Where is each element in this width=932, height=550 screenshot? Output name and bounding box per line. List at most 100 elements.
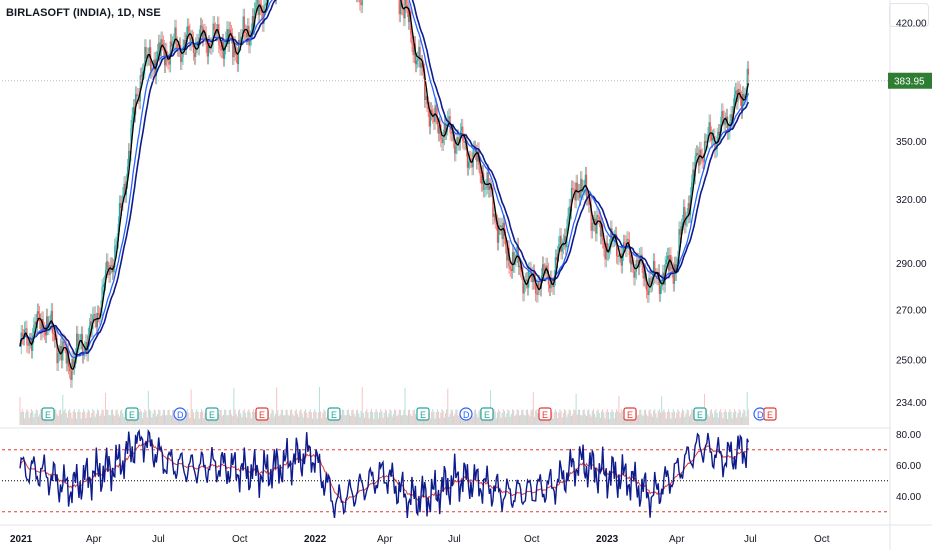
candle-body xyxy=(421,62,423,69)
volume-bar xyxy=(606,409,608,425)
earnings-marker[interactable] xyxy=(538,407,552,421)
candle-body xyxy=(643,271,645,279)
volume-bar xyxy=(143,412,145,425)
volume-bar xyxy=(746,391,748,425)
volume-bar xyxy=(100,414,102,425)
volume-bar xyxy=(414,413,416,425)
volume-bar xyxy=(734,409,736,425)
volume-bar xyxy=(335,416,337,425)
candle-body xyxy=(718,131,721,135)
volume-bar xyxy=(508,410,510,425)
volume-bar xyxy=(123,417,125,425)
volume-bar xyxy=(425,418,427,425)
candle-body xyxy=(426,96,428,105)
candle-body xyxy=(461,126,463,131)
panel-toggle-button[interactable] xyxy=(889,3,929,27)
candle-body xyxy=(499,225,501,227)
candle-body xyxy=(161,39,163,44)
candle-body xyxy=(398,0,400,15)
volume-bar xyxy=(169,414,171,425)
volume-bar xyxy=(592,409,594,425)
candle-body xyxy=(107,261,109,271)
candle-body xyxy=(84,348,86,352)
candle-body xyxy=(435,105,437,116)
volume-bar xyxy=(19,397,21,425)
candle-body xyxy=(481,172,484,184)
volume-bar xyxy=(731,418,733,425)
candle-body xyxy=(462,126,464,141)
event-label: E xyxy=(331,410,337,420)
volume-bar xyxy=(74,412,76,425)
volume-bar xyxy=(683,410,685,425)
volume-bar xyxy=(272,410,274,425)
candle-body xyxy=(559,235,561,245)
volume-bar xyxy=(117,414,119,425)
volume-bar xyxy=(235,414,237,425)
earnings-marker[interactable] xyxy=(205,407,219,421)
candle-body xyxy=(255,3,257,10)
candle-body xyxy=(476,152,478,162)
volume-bar xyxy=(65,413,67,425)
volume-bar xyxy=(443,417,445,425)
candle-body xyxy=(258,3,260,16)
volume-bar xyxy=(577,409,579,425)
candle-body xyxy=(629,255,632,265)
candle-body xyxy=(412,44,414,56)
dividend-marker[interactable] xyxy=(459,407,473,421)
volume-bar xyxy=(572,414,574,425)
candle-body xyxy=(604,248,606,260)
candle-body xyxy=(487,172,489,190)
earnings-marker[interactable] xyxy=(255,407,269,421)
candle-body xyxy=(555,257,558,261)
volume-bar xyxy=(608,412,610,425)
volume-bar xyxy=(536,409,538,425)
volume-bar xyxy=(431,411,433,425)
candle-body xyxy=(551,278,553,285)
candle-body xyxy=(72,358,74,367)
volume-bar xyxy=(718,411,720,425)
volume-bar xyxy=(154,410,156,425)
volume-bar xyxy=(493,409,495,425)
candle-body xyxy=(696,153,699,155)
volume-bar xyxy=(721,412,723,425)
volume-bar xyxy=(735,411,737,425)
volume-bar xyxy=(194,418,196,425)
candle-body xyxy=(672,269,674,284)
candle-body xyxy=(147,55,149,58)
volume-bar xyxy=(242,410,244,425)
earnings-marker[interactable] xyxy=(763,407,777,421)
earnings-marker[interactable] xyxy=(41,407,55,421)
candle-body xyxy=(240,36,242,44)
candle-body xyxy=(33,325,35,336)
earnings-marker[interactable] xyxy=(327,407,341,421)
volume-bar xyxy=(343,409,345,425)
volume-bar xyxy=(436,409,438,425)
event-label: E xyxy=(542,410,548,420)
time-axis-label: 2023 xyxy=(596,534,619,545)
volume-bar xyxy=(664,412,666,425)
volume-bar xyxy=(90,417,92,425)
candle-body xyxy=(479,165,481,176)
earnings-marker[interactable] xyxy=(693,407,707,421)
event-label: D xyxy=(463,410,470,420)
candle-body xyxy=(187,26,189,35)
candle-body xyxy=(404,0,406,19)
volume-bar xyxy=(35,409,37,425)
volume-bar xyxy=(394,409,396,425)
candle-body xyxy=(694,155,696,177)
volume-bar xyxy=(524,415,526,425)
earnings-marker[interactable] xyxy=(125,407,139,421)
candle-body xyxy=(215,31,218,34)
volume-bar xyxy=(339,415,341,425)
volume-bar xyxy=(109,415,111,425)
dividend-marker[interactable] xyxy=(173,407,187,421)
candle-body xyxy=(705,141,707,143)
earnings-marker[interactable] xyxy=(623,407,637,421)
volume-bar xyxy=(579,409,581,425)
earnings-marker[interactable] xyxy=(416,407,430,421)
volume-bar xyxy=(647,416,649,425)
earnings-marker[interactable] xyxy=(480,407,494,421)
candle-body xyxy=(251,16,253,32)
volume-bar xyxy=(503,410,505,425)
